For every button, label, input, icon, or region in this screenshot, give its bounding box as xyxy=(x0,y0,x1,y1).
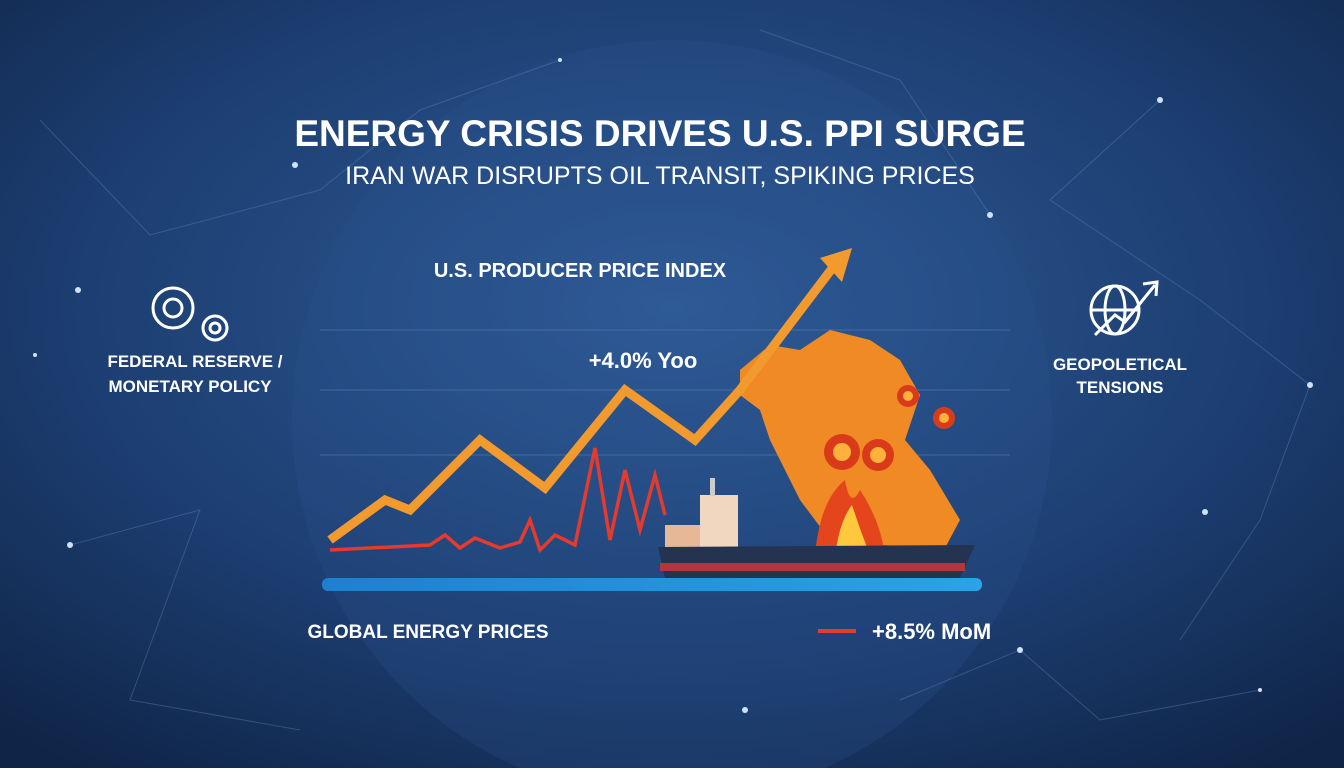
network-lines xyxy=(39,29,1311,731)
energy-line xyxy=(329,447,667,554)
water xyxy=(322,578,982,591)
right-label: TENSIONS xyxy=(1077,378,1164,397)
arrow-head xyxy=(820,248,852,282)
bottom-label: GLOBAL ENERGY PRICES xyxy=(307,622,548,643)
left-label: MONETARY POLICY xyxy=(108,377,272,396)
chart-label: U.S. PRODUCER PRICE INDEX xyxy=(434,260,727,282)
title: ENERGY CRISIS DRIVES U.S. PPI SURGE xyxy=(294,113,1025,154)
stars xyxy=(33,58,1313,713)
subtitle: IRAN WAR DISRUPTS OIL TRANSIT, SPIKING P… xyxy=(345,162,975,190)
legend-label: +8.5% MoM xyxy=(872,619,991,644)
globe-icon xyxy=(1089,280,1159,337)
annotation: +4.0% Yoo xyxy=(589,348,698,373)
right-label: GEOPOLETICAL xyxy=(1053,355,1187,374)
tanker-ship xyxy=(658,478,975,578)
ppi-line xyxy=(327,255,844,544)
left-label: FEDERAL RESERVE / xyxy=(107,352,282,371)
explosions xyxy=(815,385,955,555)
gears-icon xyxy=(151,286,229,342)
